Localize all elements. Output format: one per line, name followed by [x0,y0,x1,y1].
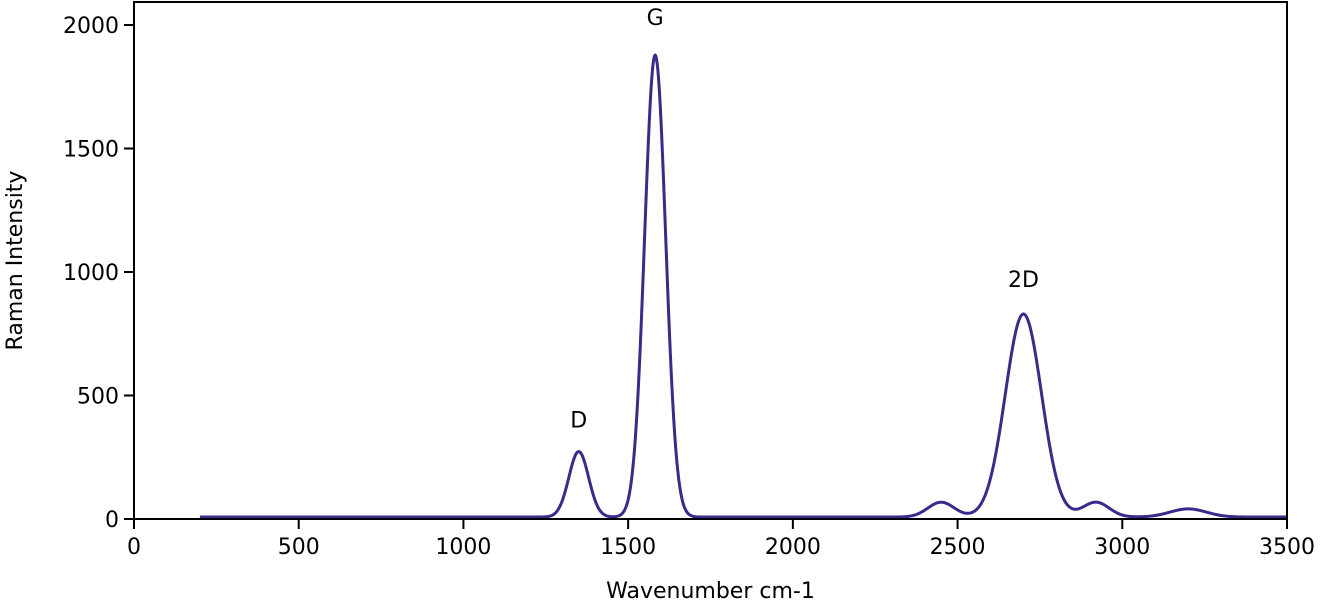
peak-label-2d: 2D [1008,268,1039,293]
x-tick-label: 2500 [930,535,986,560]
axes-frame [133,1,1288,520]
y-tick-label: 1000 [63,261,119,286]
x-tick-label: 3000 [1094,535,1150,560]
x-tick-label: 2000 [765,535,821,560]
y-tick-label: 1500 [63,138,119,163]
peak-label-g: G [647,6,664,31]
peak-label-d: D [570,409,587,434]
x-tick-label: 3500 [1259,535,1315,560]
y-tick-label: 500 [77,385,119,410]
y-axis-label: Raman Intensity [3,171,28,351]
x-axis-label: Wavenumber cm-1 [606,579,815,603]
x-tick-label: 0 [127,535,141,560]
y-axis-ticks: 0 500 1000 1500 2000 [63,14,134,533]
x-axis-ticks: 0 500 1000 1500 2000 2500 3000 3500 [127,519,1315,560]
peak-annotations: D G 2D [570,6,1039,434]
y-tick-label: 2000 [63,14,119,39]
y-tick-label: 0 [105,508,119,533]
x-tick-label: 500 [278,535,320,560]
plot-area [199,53,1288,519]
x-tick-label: 1500 [600,535,656,560]
x-tick-label: 1000 [435,535,491,560]
spectrum-line [199,53,1288,519]
